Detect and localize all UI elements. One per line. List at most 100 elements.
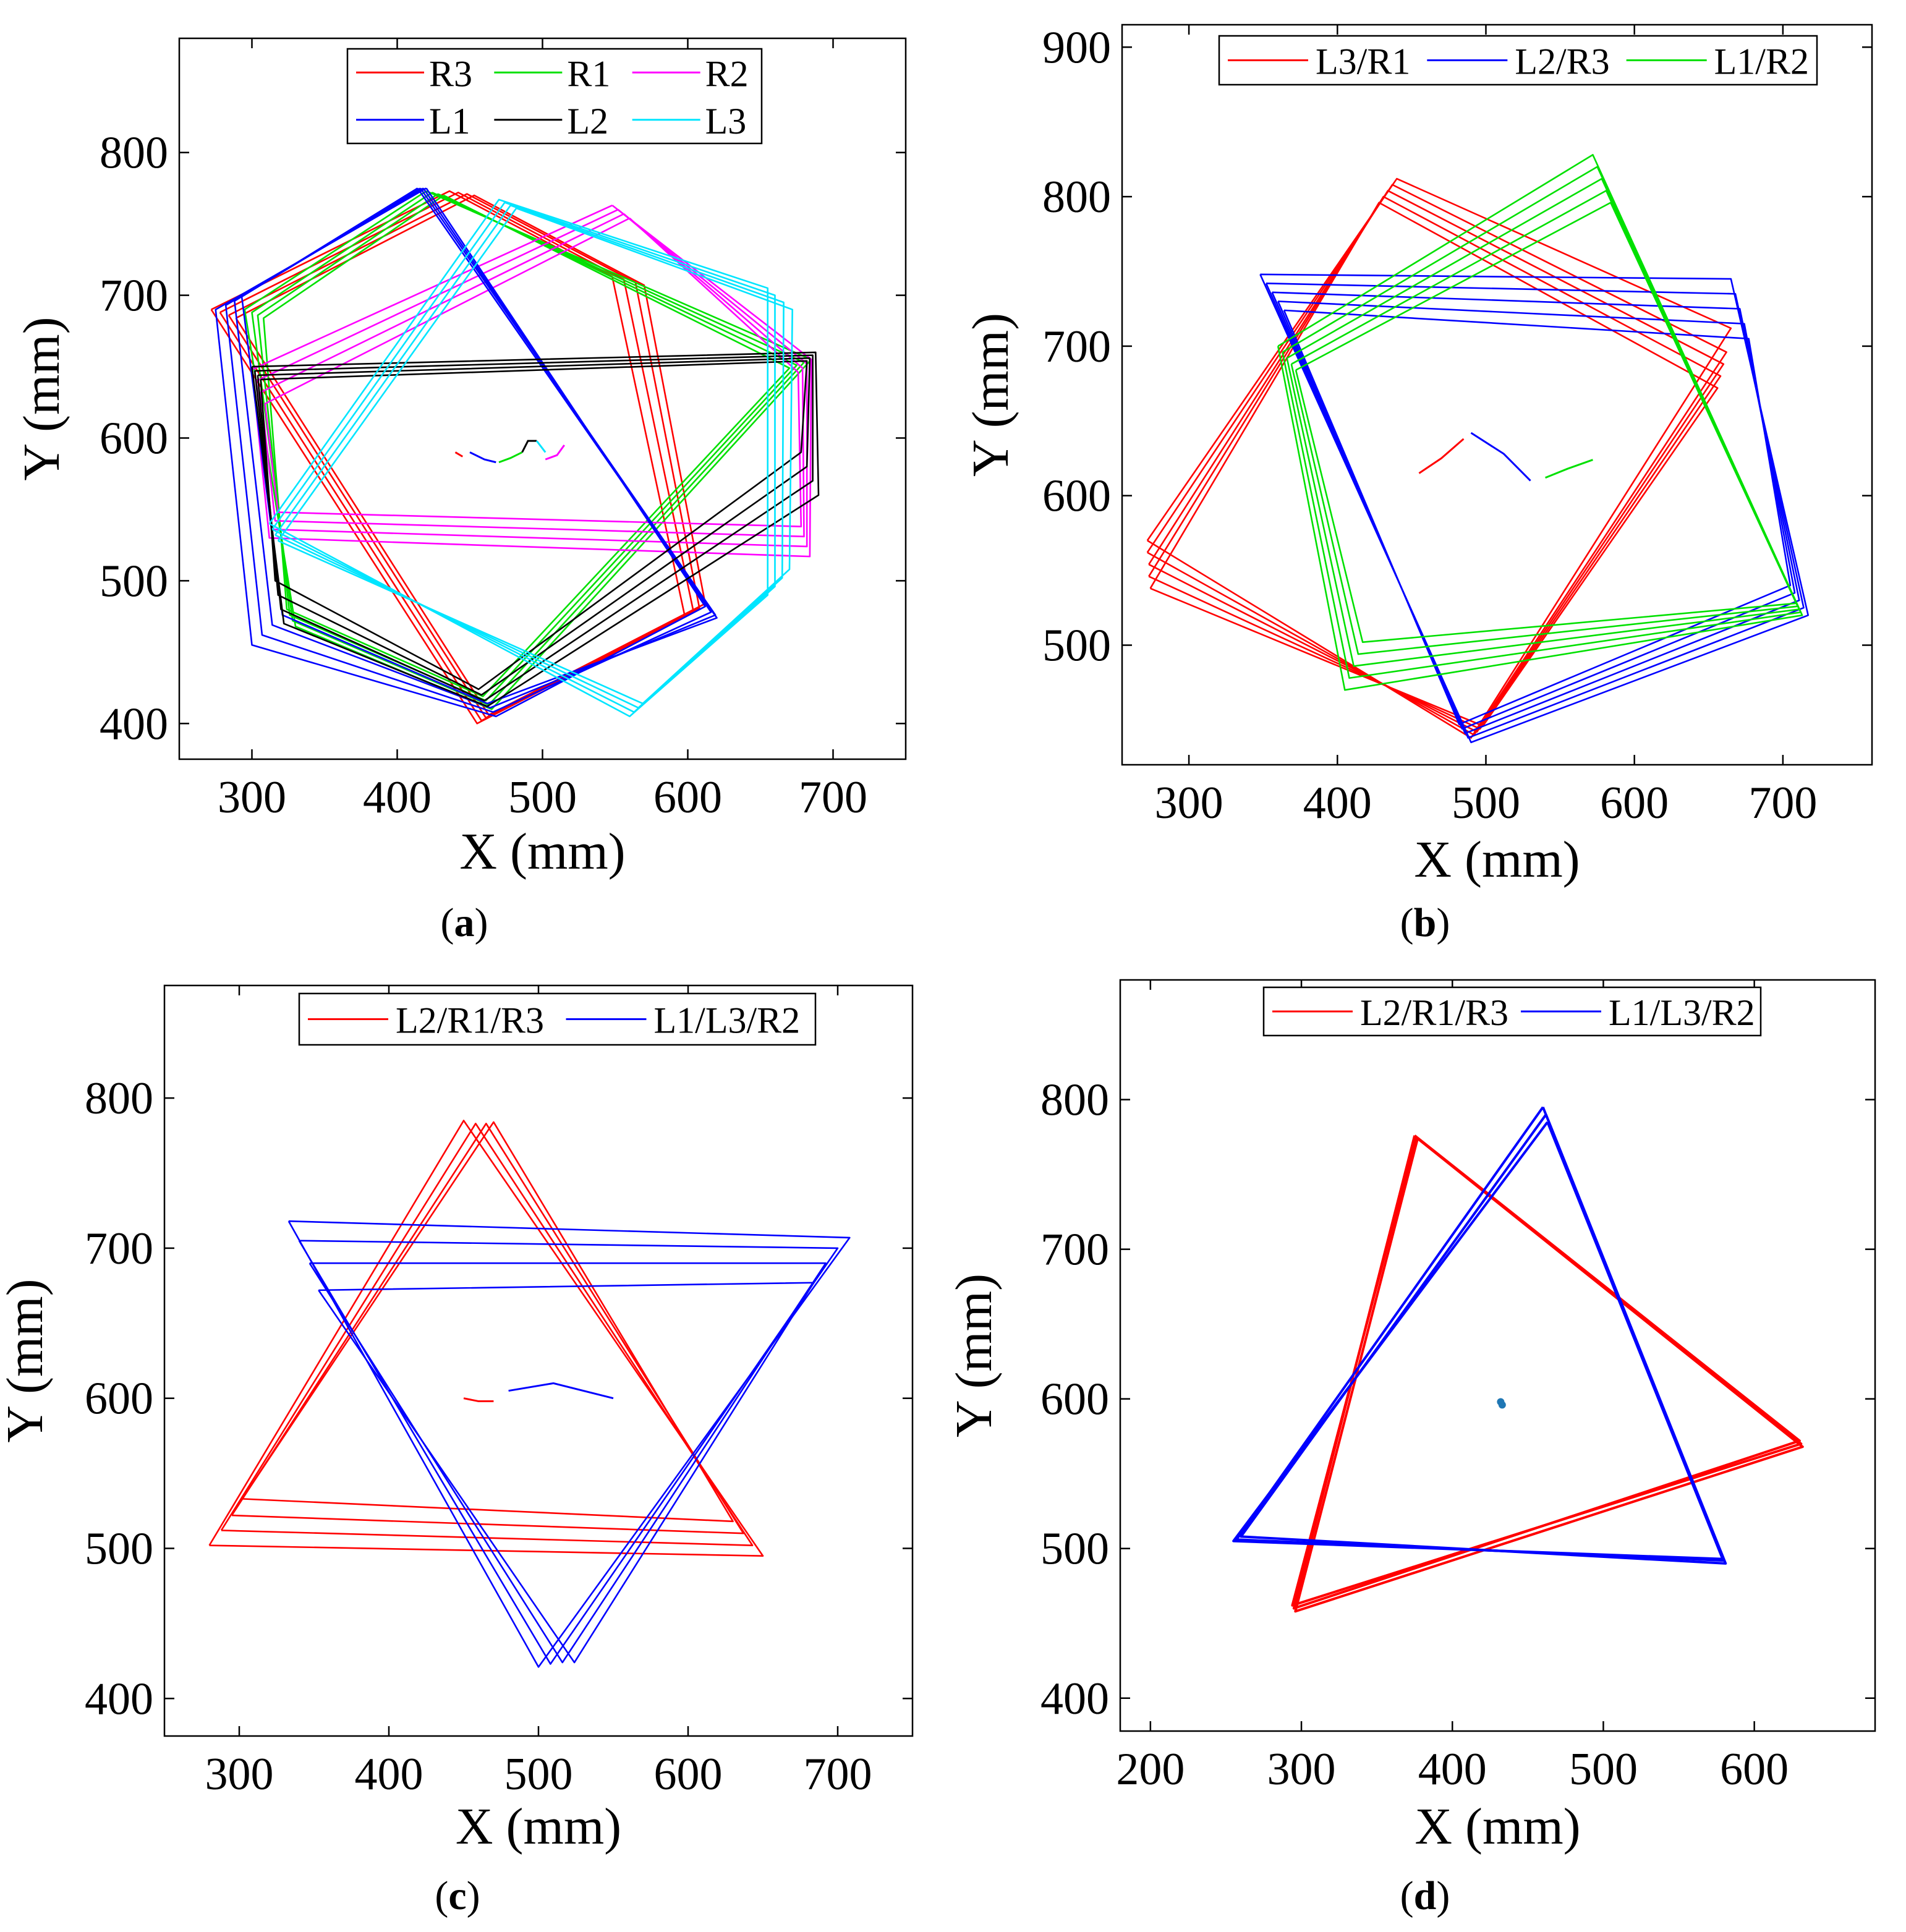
y-axis-label: Y (mm) [945,1274,1003,1437]
series-L2-R1-R3 [1291,1134,1804,1613]
y-tick-label: 900 [1042,22,1111,73]
series-path [260,360,808,691]
plot-area [210,187,820,725]
series-path [1290,190,1799,655]
center-trace [1470,432,1531,482]
legend-box [346,48,763,145]
y-tick-label: 600 [1042,471,1111,522]
y-tick-label: 600 [1040,1374,1109,1425]
x-tick-label: 600 [653,772,722,823]
y-tick-label: 600 [100,413,168,464]
series-path [262,194,791,697]
y-tick-label: 400 [1040,1674,1109,1724]
series-path [257,357,811,696]
series-path [240,187,718,705]
series-path [228,193,700,719]
legend: L3/R1 L2/R3 L1/R2 [1218,35,1818,86]
series-path [1277,154,1803,691]
panel-label: (a) [441,900,488,945]
y-tick-label: 400 [100,699,168,749]
legend: L2/R1/R3 L1/L3/R2 [298,992,817,1046]
x-tick-label: 500 [1569,1744,1638,1795]
x-tick-label: 200 [1116,1744,1185,1795]
series-path [308,1262,827,1664]
series-path [260,213,805,538]
legend-entry: R1 [567,53,610,94]
panel-label: (b) [1400,900,1450,945]
y-tick-label: 700 [1042,321,1111,372]
series-L1-R2 [1277,154,1803,691]
series-path [274,204,785,709]
series-path [231,1123,744,1534]
y-axis-label: Y (mm) [962,313,1019,477]
y-tick-label: 800 [1040,1075,1109,1126]
x-tick-label: 700 [1748,778,1817,828]
series-path [210,190,686,725]
center-trace [454,451,464,457]
center-trace [1545,459,1593,479]
x-tick-label: 400 [1418,1744,1487,1795]
chart-panel-d: 200 300 400 500 600 400 500 600 700 800 X (mm) Y (m… [945,979,1876,1918]
x-tick-label: 300 [1267,1744,1336,1795]
legend-entry: L1/L3/R2 [654,1000,801,1041]
series-L2-R3 [1259,273,1810,744]
chart-panel-b: 300 400 500 600 700 500 600 700 800 900 X (mm) Y (m… [962,22,1873,945]
y-tick-label: 800 [100,128,168,179]
x-tick-label: 300 [205,1749,274,1800]
x-axis-label: X (mm) [456,1798,621,1855]
series-path [298,1240,839,1665]
x-tick-label: 700 [799,772,867,823]
series-path [271,202,776,713]
series-path [287,1220,851,1668]
legend-entry: R3 [429,53,472,94]
series-path [318,1282,815,1664]
axes-box [1119,979,1876,1732]
series-path [1294,1137,1804,1613]
x-tick-label: 500 [504,1749,573,1800]
center-trace [545,445,565,461]
y-tick-label: 600 [85,1374,153,1424]
y-axis-label: Y (mm) [0,1279,54,1442]
series-path [219,192,695,721]
chart-panel-c: 300 400 500 600 700 400 500 600 700 800 X (mm) Y (m… [0,984,914,1918]
y-tick-label: 700 [85,1223,153,1274]
chart-panel-a: 300 400 500 600 700 400 500 600 700 800 X (mm) Y (m… [13,37,907,945]
y-tick-label: 700 [100,271,168,321]
y-tick-label: 700 [1040,1225,1109,1275]
series-L1 [215,187,718,718]
legend-entry: L1/R2 [1714,41,1809,82]
center-trace [508,1382,614,1400]
series-path [251,204,812,558]
series-L1-L3-R2 [1232,1106,1727,1565]
x-axis-label: X (mm) [1415,1798,1580,1855]
legend-entry: R2 [705,53,749,94]
x-tick-label: 500 [1452,778,1520,828]
legend-entry: L3 [705,101,747,142]
legend: R3 R1 R2 L1 L2 L3 [346,48,763,145]
center-trace [463,1397,494,1403]
center-trace-point [1498,1401,1506,1409]
legend-entry: L1 [429,101,470,142]
series-path [268,198,769,718]
center-trace [521,440,537,453]
series-path [235,194,706,716]
x-tick-label: 600 [1720,1744,1789,1795]
series-path [277,207,793,705]
y-tick-label: 800 [85,1073,153,1124]
x-tick-label: 500 [508,772,577,823]
x-tick-label: 600 [654,1749,723,1800]
x-tick-label: 400 [355,1749,423,1800]
y-tick-label: 500 [1042,621,1111,671]
x-axis-label: X (mm) [1414,831,1580,888]
x-tick-label: 300 [1155,778,1223,828]
series-L1-L3-R2 [287,1220,851,1668]
series-L2-R1-R3 [208,1120,764,1557]
center-trace [1418,438,1465,474]
panel-label: (c) [435,1873,480,1918]
center-trace [498,451,523,464]
series-path [1291,1136,1803,1607]
y-tick-label: 800 [1042,172,1111,223]
x-tick-label: 600 [1600,778,1669,828]
y-axis-label: Y (mm) [13,317,70,480]
